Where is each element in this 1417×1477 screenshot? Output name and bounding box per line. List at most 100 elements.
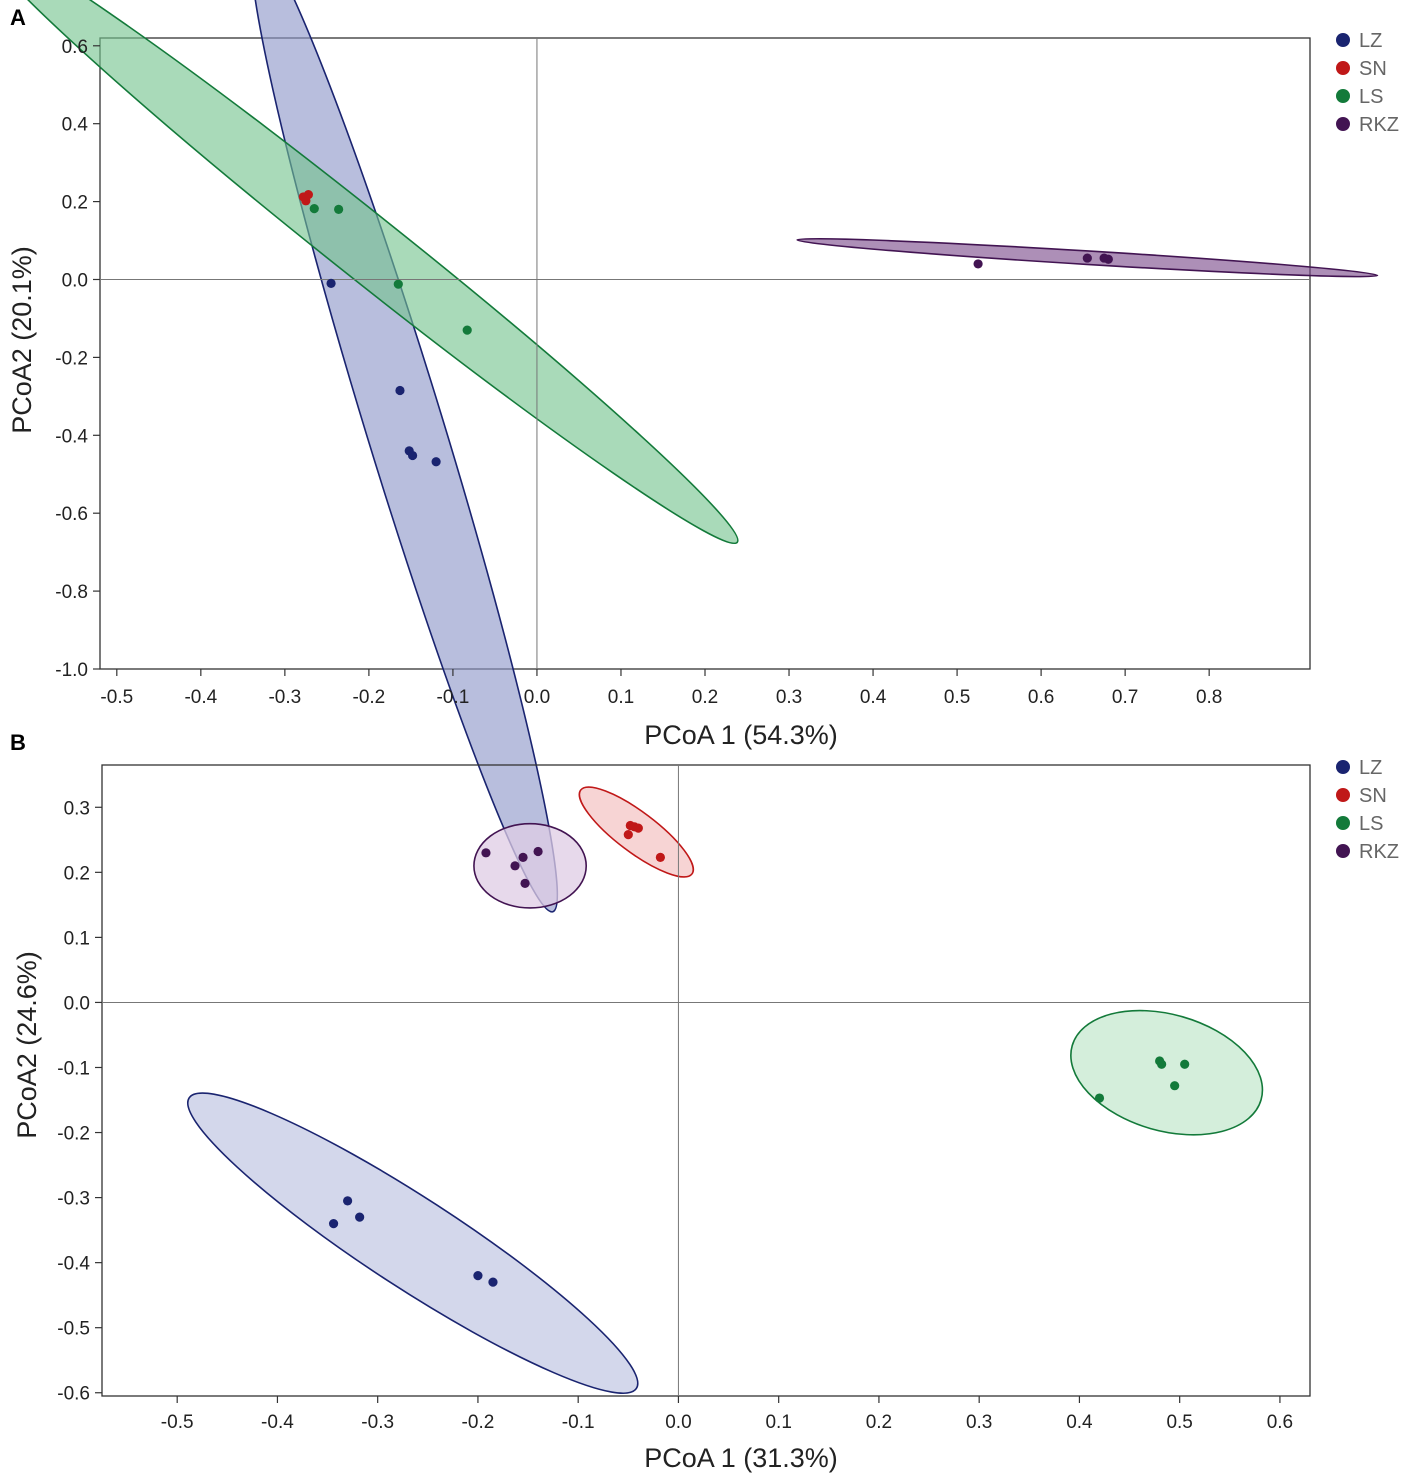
panel-a-point-rkz-4 [1103, 254, 1113, 264]
panel-a-y-tick-label: -0.2 [55, 348, 88, 369]
panel-b-y-ticks: 0.3 0.2 0.1 0.0 -0.1 -0.2 -0.3 -0.4 -0.5 -0.6 [57, 798, 102, 1405]
panel-b-legend-marker-ls [1336, 816, 1350, 830]
panel-a-y-ticks: 0.6 0.4 0.2 0.0 -0.2 -0.4 -0.6 -0.8 -1.0 [55, 37, 100, 681]
panel-b-x-axis-title: PCoA 1 (31.3%) [644, 1443, 838, 1473]
panel-a-legend: LZ SN LS RKZ [1336, 30, 1399, 136]
panel-a-legend-marker-lz [1336, 33, 1350, 47]
panel-a-x-tick-label: 0.2 [692, 687, 718, 708]
panel-a-point-sn-3 [303, 189, 313, 200]
panel-a-legend-marker-ls [1336, 89, 1350, 103]
panel-b-point-rkz-4 [520, 878, 530, 888]
panel-b-point-lz-4 [473, 1271, 483, 1281]
panel-a-x-tick-label: 0.3 [776, 687, 802, 708]
panel-b-y-tick-label: 0.3 [64, 798, 90, 819]
panel-b-y-tick-label: -0.5 [57, 1319, 90, 1340]
panel-a-points [298, 189, 1113, 467]
panel-a-x-tick-label: 0.7 [1112, 687, 1138, 708]
panel-b-y-tick-label: -0.2 [57, 1124, 90, 1145]
panel-a-point-ls-2 [334, 204, 344, 214]
panel-b-x-tick-label: -0.3 [361, 1412, 394, 1433]
panel-b-x-tick-label: 0.3 [966, 1412, 992, 1433]
panel-a-x-tick-label: 0.6 [1028, 687, 1054, 708]
panel-b-point-rkz-2 [510, 861, 520, 871]
panel-a-x-tick-label: 0.4 [860, 687, 887, 708]
panel-b-y-axis-title: PCoA2 (24.6%) [12, 951, 42, 1139]
panel-a-point-lz-5 [431, 457, 441, 467]
panel-b-x-tick-label: 0.4 [1066, 1412, 1093, 1433]
panel-a-zero-lines [100, 38, 1310, 669]
panel-a-x-tick-label: -0.2 [353, 687, 386, 708]
panel-a-x-tick-label: 0.1 [608, 687, 634, 708]
panel-b-point-sn-4 [633, 823, 643, 833]
panel-b-legend-label-lz: LZ [1359, 757, 1382, 779]
panel-b-point-sn-1 [623, 830, 633, 840]
panel-b-legend-label-rkz: RKZ [1359, 841, 1399, 863]
panel-b-legend-marker-lz [1336, 760, 1350, 774]
panel-b-point-rkz-5 [533, 846, 543, 857]
panel-b-x-ticks: -0.5 -0.4 -0.3 -0.2 -0.1 0.0 0.1 0.2 0.3 0.4 0.5 0.… [161, 1396, 1293, 1433]
panel-b-x-tick-label: 0.6 [1267, 1412, 1293, 1433]
panel-b-y-tick-label: -0.1 [57, 1058, 90, 1079]
panel-a-y-tick-label: -0.4 [55, 426, 88, 447]
panel-a-y-tick-label: 0.0 [62, 270, 88, 291]
panel-a-x-ticks: -0.5 -0.4 -0.3 -0.2 -0.1 0.0 0.1 0.2 0.3 0.4 0.5 0.… [100, 669, 1222, 708]
panel-a-point-lz-1 [326, 278, 336, 288]
panel-b-legend-marker-sn [1336, 788, 1350, 802]
panel-b-x-tick-label: -0.1 [562, 1412, 595, 1433]
panel-a-point-ls-4 [462, 325, 472, 335]
panel-b-y-tick-label: 0.1 [64, 928, 90, 949]
panel-a-x-tick-label: 0.8 [1196, 687, 1222, 708]
panel-a-y-tick-label: 0.2 [62, 193, 88, 214]
panel-b-point-lz-1 [328, 1219, 339, 1229]
panel-a-x-tick-label: -0.4 [184, 687, 217, 708]
panel-b-legend-marker-rkz [1336, 844, 1350, 858]
panel-a-x-tick-label: -0.3 [268, 687, 301, 708]
panel-b-x-tick-label: -0.4 [261, 1412, 294, 1433]
panel-a-x-axis-title: PCoA 1 (54.3%) [644, 720, 838, 750]
panel-a-y-tick-label: 0.4 [62, 115, 89, 136]
panel-b-plot-frame [101, 764, 1311, 1397]
panel-a-point-lz-4 [407, 450, 418, 461]
panel-b-y-tick-label: 0.0 [64, 993, 90, 1014]
panel-a-point-rkz-1 [973, 259, 983, 269]
panel-b-point-lz-2 [343, 1196, 353, 1206]
panel-a-y-tick-label: -0.8 [55, 582, 88, 603]
panel-b-legend-label-sn: SN [1359, 785, 1387, 807]
panel-b-point-lz-5 [488, 1277, 498, 1287]
panel-b-point-sn-5 [655, 852, 665, 862]
panel-b-point-ls-1 [1094, 1093, 1105, 1103]
panel-a-point-rkz-2 [1082, 253, 1092, 263]
panel-b-point-lz-3 [355, 1212, 365, 1222]
panel-a-x-tick-label: 0.0 [524, 687, 550, 708]
panel-a-y-tick-label: -1.0 [55, 660, 88, 681]
panel-b-x-tick-label: -0.2 [462, 1412, 495, 1433]
panel-a-ellipse-ls [0, 0, 739, 545]
panel-a-legend-label-sn: SN [1359, 58, 1387, 80]
panel-b-y-tick-label: -0.4 [57, 1254, 90, 1275]
panel-a-legend-marker-sn [1336, 61, 1350, 75]
panel-b-x-tick-label: 0.1 [765, 1412, 791, 1433]
panel-a-letter: A [10, 5, 26, 30]
panel-a-y-axis-title: PCoA2 (20.1%) [7, 246, 37, 434]
panel-b-zero-lines [102, 765, 1310, 1396]
panel-b-y-tick-label: -0.3 [57, 1189, 90, 1210]
panel-b-y-tick-label: 0.2 [64, 863, 90, 884]
panel-a-x-tick-label: -0.1 [437, 687, 470, 708]
panel-a: A -0.5 -0.4 -0.3 -0.2 -0.1 0.0 0.1 0.2 0.3 0.4 0.5… [0, 0, 1399, 913]
panel-a-legend-label-rkz: RKZ [1359, 114, 1399, 136]
panel-b-point-ls-4 [1170, 1081, 1180, 1091]
panel-b-point-ls-3 [1157, 1059, 1167, 1069]
panel-b-letter: B [10, 730, 26, 755]
panel-a-legend-label-ls: LS [1359, 86, 1383, 108]
panel-b-ellipse-rkz [473, 822, 588, 909]
panel-b-x-tick-label: 0.5 [1166, 1412, 1192, 1433]
panel-b-x-tick-label: 0.0 [665, 1412, 691, 1433]
panel-a-x-tick-label: 0.5 [944, 687, 970, 708]
panel-b-legend-label-ls: LS [1359, 813, 1383, 835]
panel-b-legend: LZ SN LS RKZ [1336, 757, 1399, 863]
panel-b-points [328, 820, 1190, 1287]
panel-a-y-tick-label: 0.6 [62, 37, 88, 58]
panel-a-point-lz-2 [395, 385, 405, 396]
